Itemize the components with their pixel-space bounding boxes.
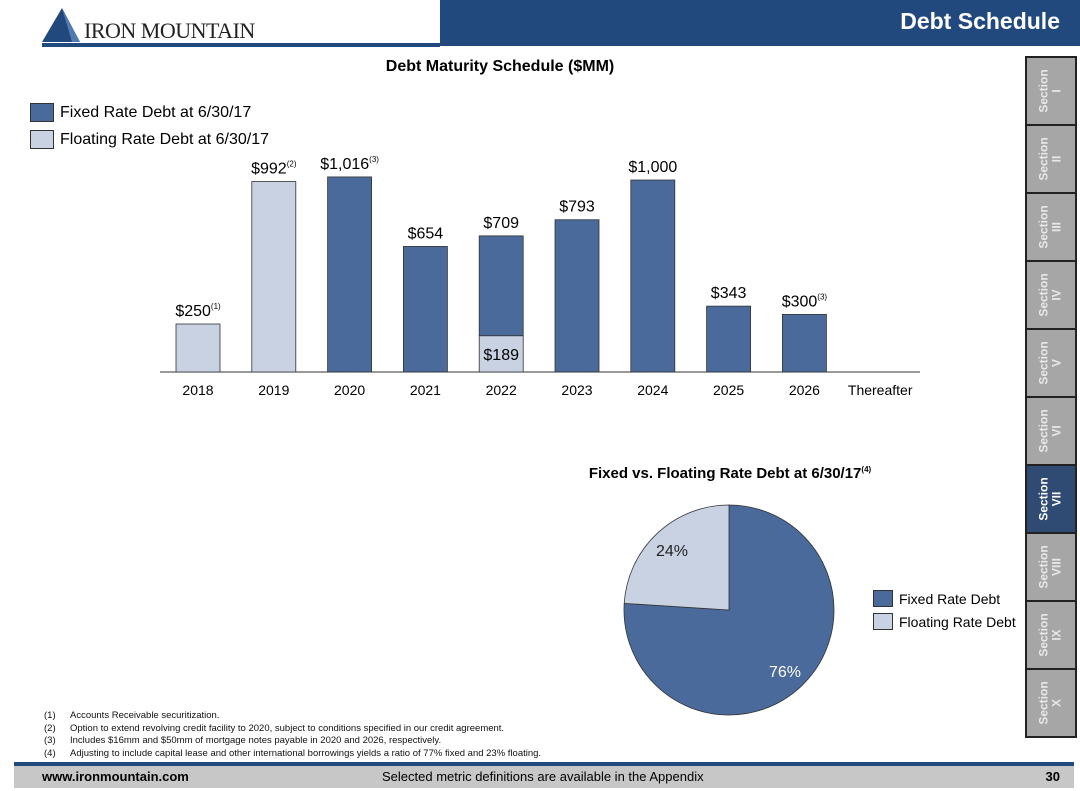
legend-floating: Floating Rate Debt at 6/30/17 [30,130,269,149]
section-tab-vi[interactable]: Section VI [1027,398,1075,464]
bar-fixed [630,179,676,373]
data-label: $992(2) [251,160,297,178]
legend-label: Fixed Rate Debt at 6/30/17 [60,103,252,121]
section-tab-label: Section VIII [1037,545,1064,589]
section-tab-iv[interactable]: Section IV [1027,262,1075,328]
bar-fixed [782,313,827,373]
page-title: Debt Schedule [900,8,1060,34]
section-tab-viii[interactable]: Section VIII [1027,534,1075,600]
x-tick-label: 2021 [410,382,441,398]
page-number: 30 [1045,769,1060,784]
bar-fixed [478,235,524,337]
bar-fixed [327,176,373,373]
legend-label: Fixed Rate Debt [899,590,1001,607]
pie-chart-title: Fixed vs. Floating Rate Debt at 6/30/17(… [588,465,872,482]
data-label: $709 [483,215,519,232]
x-tick-label: 2025 [713,382,744,398]
header-bar: Debt Schedule [440,0,1080,46]
legend-swatch-fixed [30,103,54,122]
section-tab-vii[interactable]: Section VII [1027,466,1075,532]
legend-swatch-floating [30,130,54,149]
section-tab-iii[interactable]: Section III [1027,194,1075,260]
legend-fixed: Fixed Rate Debt at 6/30/17 [30,103,251,122]
section-tab-label: Section IV [1037,273,1064,317]
footer-url[interactable]: www.ironmountain.com [42,769,189,784]
x-tick-label: 2018 [182,382,213,398]
section-tab-v[interactable]: Section V [1027,330,1075,396]
x-tick-label: 2022 [486,382,517,398]
footer-note: Selected metric definitions are availabl… [382,769,704,784]
section-tab-ii[interactable]: Section II [1027,126,1075,192]
bar-floating [175,323,221,373]
footnote: (3) Includes $16mm and $50mm of mortgage … [44,735,442,746]
x-tick-label: 2026 [789,382,820,398]
section-tab-x[interactable]: Section X [1027,670,1075,736]
logo: IRON MOUNTAIN [84,18,255,43]
pie-slice [623,504,835,716]
data-label: $1,000 [628,159,677,176]
pie-legend-floating: Floating Rate Debt [873,613,1016,630]
x-tick-label: 2019 [258,382,289,398]
section-tab-label: Section IX [1037,613,1064,657]
section-nav: Section I Section II Section III Section IV Sect… [1025,56,1077,738]
data-label: $343 [711,285,747,302]
section-tab-label: Section VI [1037,409,1064,453]
bar-fixed [554,219,600,373]
data-label: $1,016(3) [320,155,379,173]
section-tab-label: Section VII [1037,477,1064,521]
footnote: (4) Adjusting to include capital lease an… [44,747,542,759]
pie-slice [623,504,730,611]
legend-swatch-floating [873,613,893,630]
x-tick-label: 2020 [334,382,365,398]
pie-legend-fixed: Fixed Rate Debt [873,590,1000,607]
section-tab-i[interactable]: Section I [1027,58,1075,124]
bar-fixed [402,246,448,373]
data-label: $654 [408,225,444,242]
bar-chart: 2018 $250(1) 2019 $992(2) 2020 $1,016(3) 2021 $… [160,155,920,398]
x-tick-label: Thereafter [848,382,913,398]
x-tick-label: 2023 [561,382,592,398]
logo-underline [42,43,440,47]
inner-data-label: $189 [483,347,519,364]
pie-label: 76% [769,664,801,681]
x-tick-label: 2024 [637,382,668,398]
section-tab-label: Section I [1037,69,1064,113]
bar-fixed [706,305,751,373]
section-tab-label: Section II [1037,137,1064,181]
footnote: (1) Accounts Receivable securitization. [44,710,220,721]
section-tab-label: Section III [1037,205,1064,249]
footer: www.ironmountain.com Selected metric def… [14,766,1074,788]
legend-label: Floating Rate Debt at 6/30/17 [60,130,270,148]
section-tab-ix[interactable]: Section IX [1027,602,1075,668]
bar-chart-title: Debt Maturity Schedule ($MM) [385,58,615,75]
data-label: $300(3) [782,292,828,310]
bar-floating [478,335,524,373]
footer-divider [14,762,1074,766]
legend-label: Floating Rate Debt [899,613,1016,630]
data-label: $250(1) [175,302,221,320]
data-label: $793 [559,199,595,216]
footnote: (2) Option to extend revolving credit fac… [44,722,505,734]
pie-label: 24% [656,543,688,560]
logo-mountain-icon [42,8,80,42]
legend-swatch-fixed [873,590,893,607]
pie-chart: 76% 24% [623,504,835,716]
bar-floating [251,181,297,373]
section-tab-label: Section X [1037,681,1064,725]
section-tab-label: Section V [1037,341,1064,385]
